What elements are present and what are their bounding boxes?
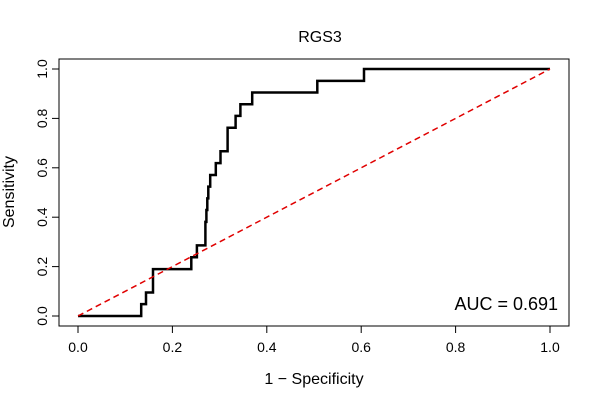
reference-diagonal-line [77, 68, 551, 317]
auc-annotation: AUC = 0.691 [454, 294, 558, 314]
y-tick-label: 1.0 [34, 59, 50, 79]
chart-title: RGS3 [298, 29, 342, 46]
y-axis-label: Sensitivity [1, 156, 18, 228]
x-axis: 0.0 0.2 0.4 0.6 0.8 1.0 [68, 325, 560, 355]
x-axis-label: 1 − Specificity [264, 371, 363, 388]
x-tick-label: 0.8 [446, 339, 466, 355]
series-layer [77, 67, 551, 318]
y-tick-label: 0.2 [34, 257, 50, 277]
x-tick-label: 0.6 [351, 339, 371, 355]
y-tick-label: 0.8 [34, 108, 50, 128]
y-tick-label: 0.0 [34, 306, 50, 326]
y-tick-label: 0.6 [34, 158, 50, 178]
x-tick-label: 1.0 [540, 339, 560, 355]
x-tick-label: 0.2 [163, 339, 183, 355]
x-tick-label: 0.4 [257, 339, 277, 355]
y-tick-label: 0.4 [34, 207, 50, 227]
roc-curve [78, 67, 550, 318]
y-axis: 0.0 0.2 0.4 0.6 0.8 1.0 [34, 59, 60, 326]
x-tick-label: 0.0 [68, 339, 88, 355]
